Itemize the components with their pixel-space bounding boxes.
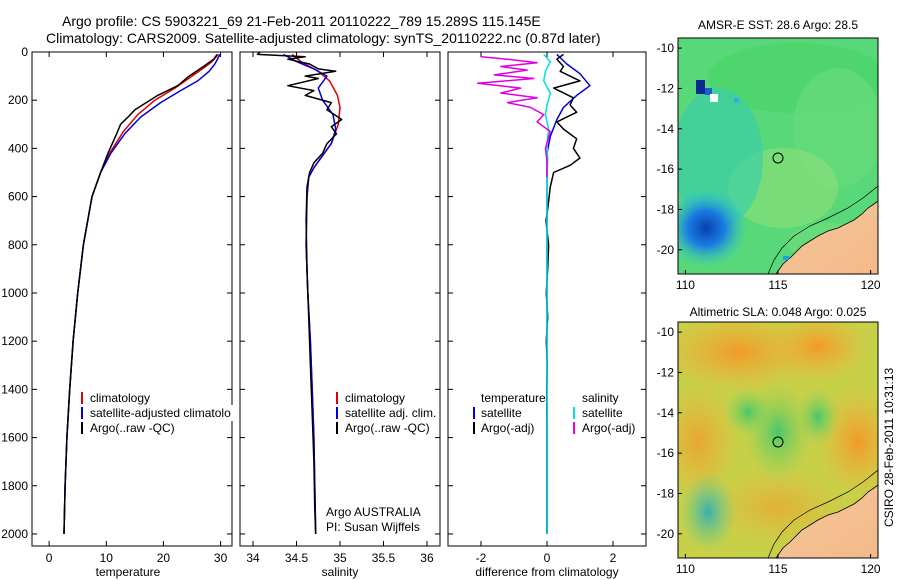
coastline xyxy=(775,484,878,558)
map-y-tick-label: -10 xyxy=(657,41,675,55)
x-tick-label: 30 xyxy=(214,551,228,565)
figure-title-line2: Climatology: CARS2009. Satellite-adjuste… xyxy=(46,30,601,46)
cold-pixel xyxy=(696,80,705,94)
y-tick-label: 1600 xyxy=(1,431,28,445)
map-x-tick-label: 110 xyxy=(676,562,695,576)
map-y-tick-label: -20 xyxy=(657,243,675,257)
depth-contour xyxy=(767,185,878,274)
temperature-panel: 0 10 20 30 0 200 400 600 800 1000 1200 1400 1600 1800… xyxy=(1,45,243,579)
difference-xlabel: difference from climatology xyxy=(475,565,618,579)
data-provider-annotation: Argo AUSTRALIA xyxy=(326,505,421,519)
legend-heading-salinity: salinity xyxy=(582,391,619,405)
cold-eddy xyxy=(678,188,748,268)
y-tick-label: 600 xyxy=(8,190,28,204)
difference-panel: -2 0 2 difference from climatology tempera… xyxy=(447,51,647,579)
argo-float-marker xyxy=(772,436,784,448)
map-y-tick-label: -14 xyxy=(657,406,675,420)
map-y-tick-label: -20 xyxy=(657,527,675,541)
salinity-ticks: 34 34.5 35 35.5 36 xyxy=(240,51,440,565)
x-tick-label: 0 xyxy=(544,551,551,565)
y-tick-label: 200 xyxy=(8,93,28,107)
map-y-tick-label: -18 xyxy=(657,202,675,216)
y-tick-label: 400 xyxy=(8,141,28,155)
x-tick-label: 0 xyxy=(46,551,53,565)
legend-label-sal-argo: Argo(-adj) xyxy=(582,421,635,435)
map-y-tick-label: -12 xyxy=(657,365,675,379)
sla-map: Altimetric SLA: 0.048 Argo: 0.025 110 115… xyxy=(657,305,881,576)
y-tick-label: 0 xyxy=(21,45,28,59)
x-tick-label: 34 xyxy=(246,551,260,565)
map-x-tick-label: 120 xyxy=(861,278,881,292)
temperature-xlabel: temperature xyxy=(96,565,161,579)
legend-label-argo: Argo(..raw -QC) xyxy=(90,421,175,435)
map-y-tick-label: -16 xyxy=(657,446,675,460)
salinity-panel: 34 34.5 35 35.5 36 salinity climatology sate… xyxy=(239,51,441,579)
legend-label-temp-satellite: satellite xyxy=(481,406,522,420)
legend-label-climatology: climatology xyxy=(345,391,405,405)
map-y-tick-label: -10 xyxy=(657,325,675,339)
y-tick-label: 800 xyxy=(8,238,28,252)
y-tick-label: 2000 xyxy=(1,527,28,541)
x-tick-label: 10 xyxy=(100,551,114,565)
x-tick-label: 34.5 xyxy=(285,551,309,565)
x-tick-label: 36 xyxy=(420,551,434,565)
salinity-axes-frame xyxy=(239,51,441,547)
map-x-tick-label: 110 xyxy=(676,278,695,292)
map-x-tick-label: 115 xyxy=(768,278,787,292)
missing-data-pixel xyxy=(710,94,718,102)
pi-annotation: PI: Susan Wijffels xyxy=(326,520,420,534)
map-x-tick-label: 115 xyxy=(768,562,787,576)
x-tick-label: 35.5 xyxy=(372,551,396,565)
difference-series xyxy=(476,53,591,534)
map-y-tick-label: -12 xyxy=(657,81,675,95)
series-line-argo-raw-qc xyxy=(63,53,218,535)
legend-label-sal-satellite: satellite xyxy=(582,406,623,420)
temperature-legend: climatology satellite-adjusted climatolo… xyxy=(81,391,243,435)
series-line-argo-raw-qc xyxy=(256,52,343,535)
salinity-legend: climatology satellite adj. clim. Argo(..… xyxy=(336,391,436,435)
map-y-tick-label: -16 xyxy=(657,162,675,176)
x-tick-label: 20 xyxy=(157,551,171,565)
coastline xyxy=(775,200,878,274)
figure-title-line1: Argo profile: CS 5903221_69 21-Feb-2011 … xyxy=(62,13,541,29)
x-tick-label: 2 xyxy=(610,551,617,565)
sla-map-field xyxy=(678,322,878,558)
depth-contour xyxy=(767,469,878,558)
sst-map-field xyxy=(678,38,878,274)
x-tick-label: -2 xyxy=(476,551,487,565)
difference-legend: temperature satellite Argo(-adj) salinit… xyxy=(473,391,635,435)
y-tick-label: 1000 xyxy=(1,286,28,300)
series-line-satellite-adj-clim xyxy=(283,53,337,535)
sla-map-title: Altimetric SLA: 0.048 Argo: 0.025 xyxy=(690,305,867,319)
y-tick-label: 1800 xyxy=(1,479,28,493)
csiro-timestamp: CSIRO 28-Feb-2011 10:31:13 xyxy=(882,367,896,527)
legend-label-satellite-adjusted: satellite-adjusted climatology xyxy=(90,406,243,420)
sla-low-feature xyxy=(680,472,736,552)
x-tick-label: 35 xyxy=(333,551,347,565)
sst-map-ticks: 110 115 120 -10 -12 -14 -16 -18 -20 xyxy=(657,41,881,292)
sst-map-title: AMSR-E SST: 28.6 Argo: 28.5 xyxy=(698,18,858,32)
legend-label-climatology: climatology xyxy=(90,391,150,405)
map-y-tick-label: -18 xyxy=(657,486,675,500)
sla-map-ticks: 110 115 120 -10 -12 -14 -16 -18 -20 xyxy=(657,325,881,576)
map-x-tick-label: 120 xyxy=(861,562,881,576)
salinity-xlabel: salinity xyxy=(322,565,359,579)
series-line-salinity-satellite xyxy=(542,53,552,534)
legend-label-satellite-adj: satellite adj. clim. xyxy=(345,406,436,420)
legend-label-temp-argo: Argo(-adj) xyxy=(481,421,534,435)
difference-ticks: -2 0 2 xyxy=(448,51,646,565)
temperature-ticks: 0 10 20 30 0 200 400 600 800 1000 1200 1400 1600 1800… xyxy=(1,45,232,565)
y-tick-label: 1200 xyxy=(1,334,28,348)
series-line-salinity-argo-adj xyxy=(476,56,552,178)
temperature-series xyxy=(63,53,221,535)
map-y-tick-label: -14 xyxy=(657,122,675,136)
legend-heading-temperature: temperature xyxy=(481,391,546,405)
sst-map: AMSR-E SST: 28.6 Argo: 28.5 110 115 120 -10… xyxy=(657,18,881,292)
legend-label-argo: Argo(..raw -QC) xyxy=(345,421,430,435)
salinity-series xyxy=(256,52,343,535)
argo-float-marker xyxy=(772,152,784,164)
y-tick-label: 1400 xyxy=(1,382,28,396)
